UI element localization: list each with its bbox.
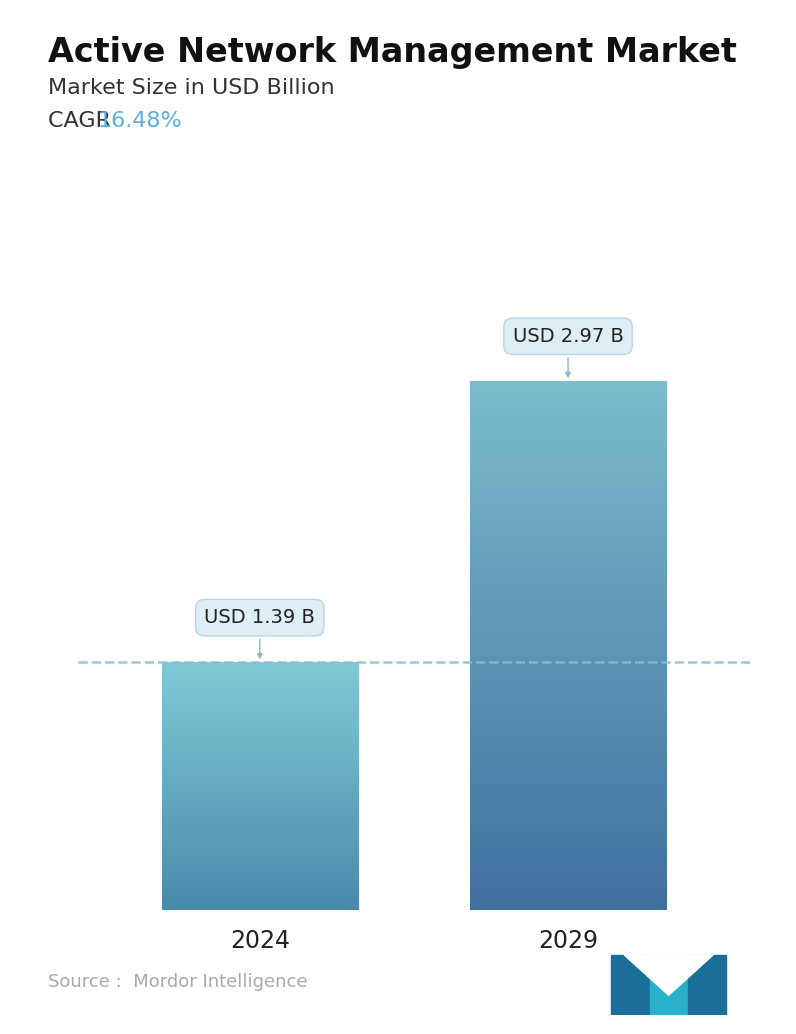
Text: USD 1.39 B: USD 1.39 B	[205, 608, 315, 658]
Polygon shape	[624, 955, 713, 995]
Polygon shape	[611, 955, 650, 1015]
Text: Market Size in USD Billion: Market Size in USD Billion	[48, 78, 334, 97]
Polygon shape	[688, 955, 726, 1015]
Text: 16.48%: 16.48%	[97, 111, 181, 130]
Text: Source :  Mordor Intelligence: Source : Mordor Intelligence	[48, 973, 307, 991]
Text: CAGR: CAGR	[48, 111, 125, 130]
Text: Active Network Management Market: Active Network Management Market	[48, 36, 736, 69]
Text: USD 2.97 B: USD 2.97 B	[513, 327, 623, 376]
Polygon shape	[650, 955, 688, 1015]
